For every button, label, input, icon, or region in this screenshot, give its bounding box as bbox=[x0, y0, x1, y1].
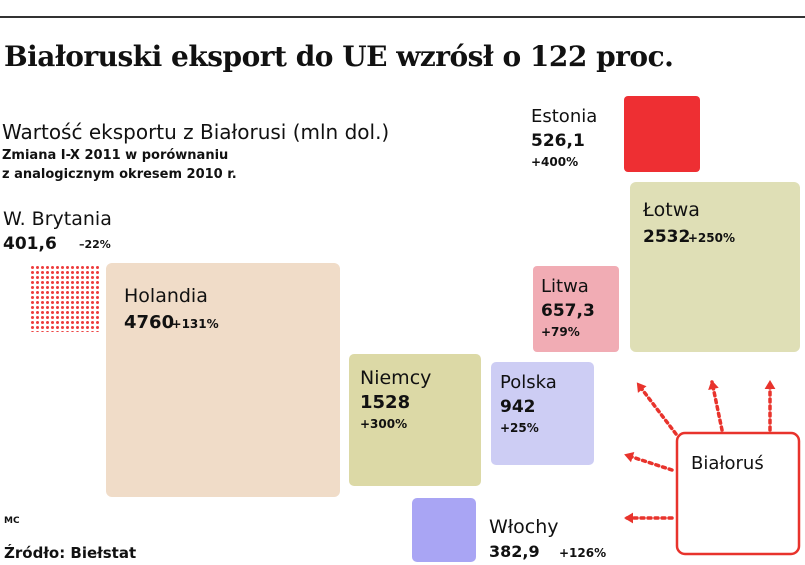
box-estonia bbox=[624, 96, 700, 172]
change-polska: +25% bbox=[500, 421, 539, 435]
box-w-brytania bbox=[29, 264, 99, 332]
value-polska: 942 bbox=[500, 397, 536, 417]
value-wlochy: 382,9 bbox=[489, 542, 540, 561]
box-wlochy bbox=[412, 498, 476, 562]
change-w-brytania: –22% bbox=[79, 238, 111, 251]
label-estonia: Estonia bbox=[531, 106, 597, 127]
change-litwa: +79% bbox=[541, 325, 580, 339]
label-lotwa: Łotwa bbox=[642, 199, 700, 221]
arrow-line-1 bbox=[636, 382, 678, 436]
value-w-brytania: 401,6 bbox=[3, 234, 57, 254]
arrow-head-5 bbox=[624, 512, 633, 524]
value-niemcy: 1528 bbox=[360, 392, 410, 413]
arrow-head-2 bbox=[708, 380, 719, 390]
box-polska bbox=[491, 362, 594, 465]
box-niemcy bbox=[349, 354, 481, 486]
value-holandia: 4760 bbox=[124, 312, 174, 333]
arrow-line-2 bbox=[710, 380, 724, 432]
value-estonia: 526,1 bbox=[531, 131, 585, 151]
box-lotwa bbox=[630, 182, 800, 352]
origin-label: Białoruś bbox=[691, 453, 764, 474]
label-wlochy: Włochy bbox=[489, 516, 559, 538]
author-initials: MC bbox=[4, 516, 20, 526]
value-lotwa: 2532 bbox=[643, 227, 690, 247]
box-holandia bbox=[106, 263, 340, 497]
change-lotwa: +250% bbox=[688, 231, 735, 245]
origin-box bbox=[675, 431, 801, 556]
change-holandia: +131% bbox=[172, 317, 219, 331]
change-wlochy: +126% bbox=[559, 546, 606, 560]
change-note-line1: Zmiana I-X 2011 w porównaniu bbox=[2, 148, 229, 163]
chart-title: Białoruski eksport do UE wzrósł o 122 pr… bbox=[4, 40, 674, 73]
change-niemcy: +300% bbox=[360, 417, 407, 431]
arrow-line-4 bbox=[624, 453, 674, 472]
label-w-brytania: W. Brytania bbox=[3, 208, 112, 230]
change-estonia: +400% bbox=[531, 155, 578, 169]
source-note: Źródło: Biełstat bbox=[4, 544, 137, 562]
label-niemcy: Niemcy bbox=[360, 367, 431, 389]
arrow-head-4 bbox=[624, 452, 635, 463]
value-litwa: 657,3 bbox=[541, 301, 595, 321]
chart-subtitle: Wartość eksportu z Białorusi (mln dol.) bbox=[2, 120, 390, 144]
top-rule bbox=[0, 16, 805, 18]
arrow-head-1 bbox=[636, 382, 647, 393]
change-note-line2: z analogicznym okresem 2010 r. bbox=[2, 167, 237, 182]
label-holandia: Holandia bbox=[124, 285, 208, 307]
label-polska: Polska bbox=[500, 372, 557, 393]
label-litwa: Litwa bbox=[541, 276, 589, 297]
box-litwa bbox=[533, 266, 619, 352]
arrow-head-3 bbox=[764, 380, 776, 389]
